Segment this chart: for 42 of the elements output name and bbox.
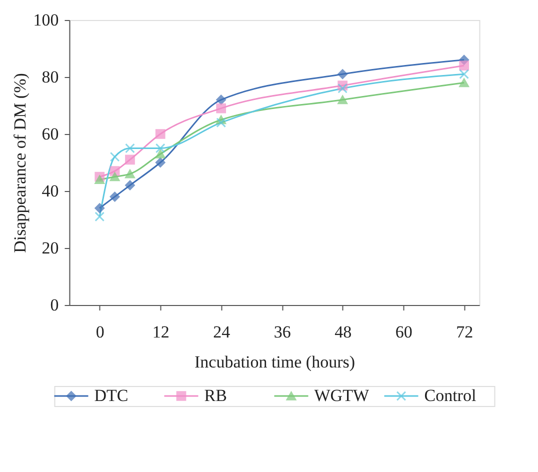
x-tick-label: 60 — [395, 322, 412, 342]
y-axis-title: Disappearance of DM (%) — [10, 73, 30, 253]
y-tick-label: 60 — [42, 124, 59, 144]
legend-label: RB — [204, 386, 227, 405]
point — [125, 154, 135, 165]
x-tick-label: 24 — [213, 322, 231, 342]
y-tick-label: 0 — [50, 296, 59, 314]
point — [110, 192, 120, 202]
point — [125, 170, 135, 178]
point — [338, 95, 348, 104]
point — [459, 78, 469, 88]
point — [110, 152, 120, 162]
x-tick-label: 48 — [334, 322, 352, 342]
point — [338, 69, 348, 80]
point — [459, 60, 469, 71]
point — [125, 180, 135, 190]
y-tick-label: 40 — [42, 182, 59, 200]
y-tick-label: 20 — [42, 238, 59, 258]
x-axis-title: Incubation time (hours) — [194, 352, 356, 372]
x-tick-label: 72 — [456, 322, 474, 342]
point — [216, 103, 226, 114]
point — [155, 158, 166, 168]
point — [459, 69, 469, 80]
point — [155, 150, 166, 158]
point — [216, 118, 226, 128]
point — [125, 143, 135, 154]
point — [94, 212, 105, 222]
point — [155, 143, 166, 154]
legend-label: WGTW — [314, 386, 370, 405]
point — [338, 83, 348, 94]
legend-label: DTC — [94, 386, 128, 405]
point — [94, 175, 105, 184]
x-tick-label: 0 — [96, 322, 104, 342]
y-tick-label: 80 — [42, 68, 59, 86]
point — [155, 129, 166, 139]
point — [110, 172, 120, 182]
x-tick-label: 36 — [274, 322, 291, 342]
x-tick-label: 12 — [152, 322, 170, 342]
point — [216, 94, 226, 105]
y-tick-label: 100 — [33, 10, 59, 30]
legend-label: Control — [424, 386, 476, 405]
point — [94, 203, 105, 214]
